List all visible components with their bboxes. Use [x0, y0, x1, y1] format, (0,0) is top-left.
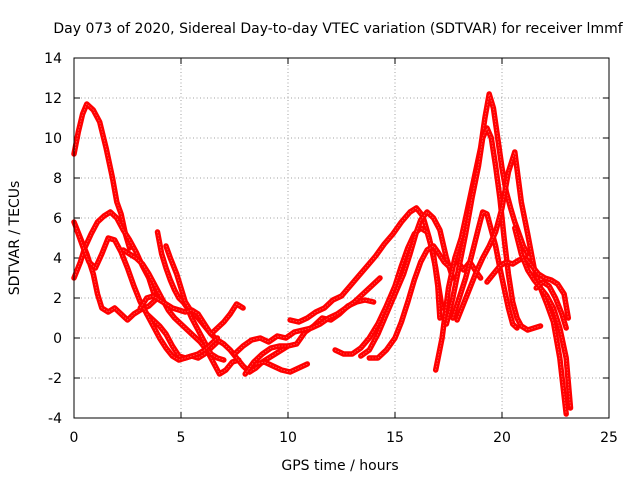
y-axis-label: SDTVAR / TECUs: [7, 181, 23, 296]
axes: 0 5 10 15 20 25 -4 -2 0 2 4 6 8 10 12 14: [44, 51, 618, 446]
grid: [74, 58, 609, 418]
series-marker-texture: [452, 211, 518, 329]
y-tick-label: 12: [44, 91, 62, 107]
plot-frame: [73, 57, 610, 419]
series-satellite-track-16: [366, 243, 484, 361]
series-satellite-track-5: [120, 247, 242, 377]
y-tick-label: 4: [53, 251, 62, 267]
series-marker-texture: [514, 227, 571, 409]
y-tick-label: 0: [53, 331, 62, 347]
series-satellite-track-17: [432, 91, 531, 373]
series-marker-texture: [122, 249, 240, 375]
series-satellite-track-22: [512, 225, 574, 411]
series-satellite-track-8: [137, 293, 246, 337]
x-axis-label: GPS time / hours: [281, 458, 398, 474]
series-satellite-track-15: [358, 209, 456, 359]
series-satellite-track-9: [144, 311, 221, 363]
series-satellite-track-12: [231, 275, 383, 357]
y-tick-label: 14: [44, 51, 62, 67]
series-marker-texture: [486, 257, 569, 319]
x-tick-label: 0: [70, 430, 79, 446]
y-tick-label: 10: [44, 131, 62, 147]
y-tick-label: 2: [53, 291, 62, 307]
series-satellite-track-23: [533, 279, 569, 331]
series-satellite-track-7: [163, 243, 291, 375]
x-tick-label: 15: [386, 430, 404, 446]
series-marker-texture: [255, 361, 308, 373]
chart-title: Day 073 of 2020, Sidereal Day-to-day VTE…: [53, 21, 623, 37]
series-satellite-track-21: [484, 255, 572, 321]
series-marker-texture: [165, 245, 289, 373]
series-satellite-track-14: [332, 225, 443, 357]
series-marker-texture: [140, 295, 244, 335]
series-marker-texture: [73, 103, 130, 249]
series-satellite-track-20: [454, 149, 569, 417]
x-tick-label: 5: [177, 430, 186, 446]
series-satellite-track-18: [443, 125, 544, 333]
series-marker-texture: [360, 211, 454, 357]
series-marker-texture: [146, 313, 218, 361]
series-marker-texture: [369, 245, 481, 359]
series-marker-texture: [73, 221, 160, 321]
x-tick-label: 20: [493, 430, 511, 446]
series-marker-texture: [435, 93, 528, 371]
series-marker-texture: [456, 151, 567, 415]
series-satellite-track-11: [253, 359, 311, 375]
series-marker-texture: [334, 227, 441, 355]
y-tick-label: -4: [48, 411, 62, 427]
series-marker-texture: [446, 127, 541, 331]
y-tick-label: -2: [48, 371, 62, 387]
x-tick-label: 25: [600, 430, 618, 446]
series-satellite-track-19: [450, 209, 520, 331]
series-satellite-track-1: [71, 101, 133, 251]
x-tick-label: 10: [279, 430, 297, 446]
data-series: [71, 91, 574, 417]
y-tick-label: 8: [53, 171, 62, 187]
y-tick-label: 6: [53, 211, 62, 227]
